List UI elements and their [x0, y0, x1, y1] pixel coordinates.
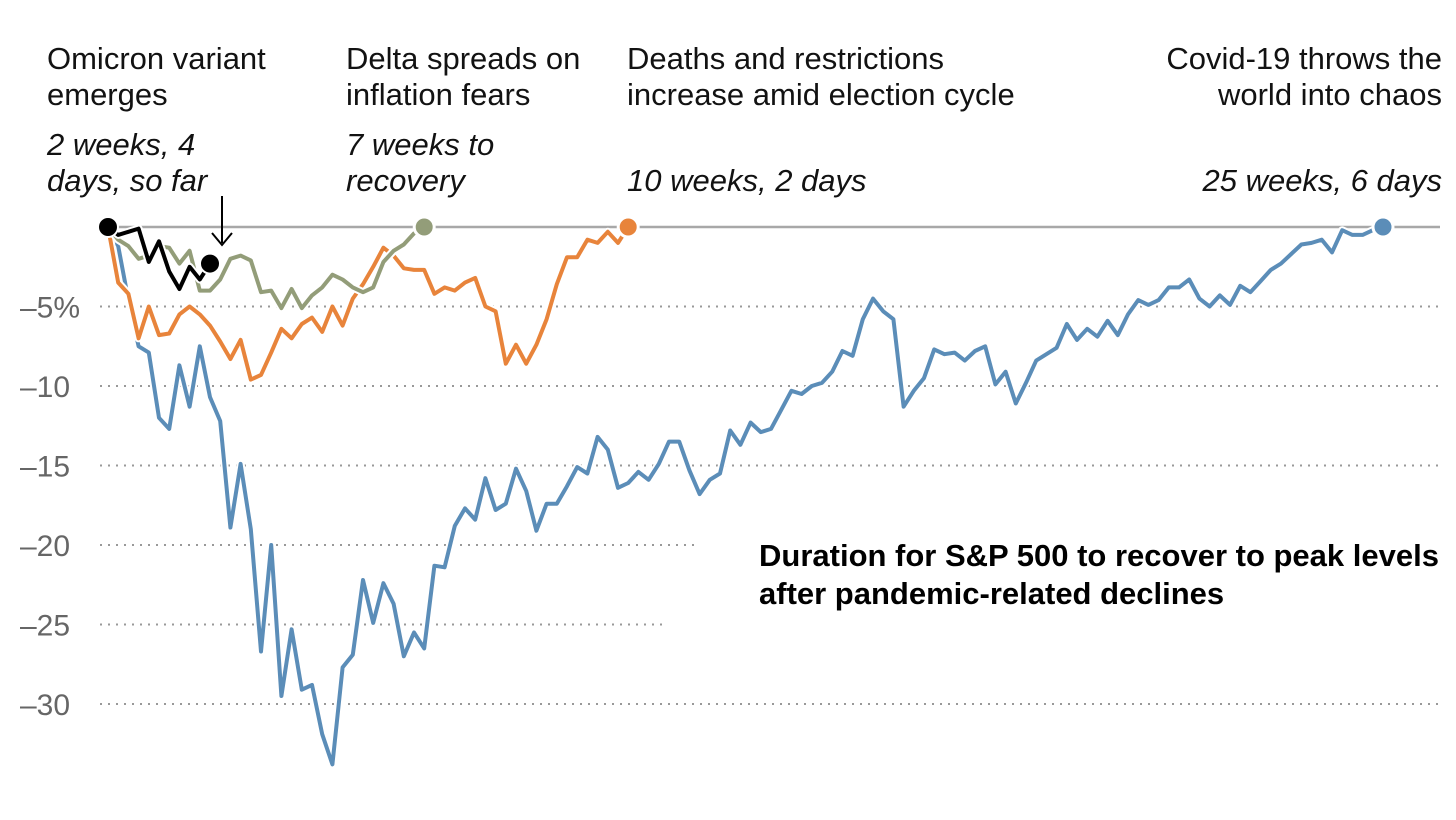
annotation-covid-heading: Covid-19 throws the world into chaos — [1166, 41, 1442, 112]
series-lines — [104, 223, 1385, 769]
series-end-marker-omicron — [199, 252, 221, 275]
annotation-election: Deaths and restrictions increase amid el… — [627, 41, 1057, 199]
annotation-delta: Delta spreads on inflation fears 7 weeks… — [346, 41, 606, 199]
annotation-covid-duration: 25 weeks, 6 days — [1202, 163, 1442, 198]
y-tick-label: –5% — [20, 292, 80, 325]
annotation-delta-heading: Delta spreads on inflation fears — [346, 41, 581, 112]
annotation-omicron-duration: 2 weeks, 4 days, so far — [47, 127, 208, 198]
series-end-marker-delta — [412, 215, 436, 239]
so-far-arrow-icon — [211, 196, 233, 247]
series-end-marker-election — [616, 215, 640, 239]
series-line-election — [106, 225, 631, 382]
series-start-marker — [97, 216, 119, 238]
y-tick-label: –10 — [20, 371, 70, 404]
y-axis-ticks: –5% –10 –15 –20 –25 –30 — [20, 292, 80, 723]
chart-title: Duration for S&P 500 to recover to peak … — [759, 538, 1439, 611]
annotation-omicron: Omicron variant emerges 2 weeks, 4 days,… — [47, 41, 307, 199]
series-end-marker-covid — [1371, 215, 1395, 239]
y-tick-label: –15 — [20, 451, 70, 484]
grid-lines — [100, 225, 1440, 705]
series-line-omicron — [106, 225, 212, 291]
y-tick-label: –30 — [20, 689, 70, 722]
y-tick-label: –25 — [20, 610, 70, 643]
annotation-election-duration: 10 weeks, 2 days — [627, 163, 867, 198]
annotation-covid: Covid-19 throws the world into chaos 25 … — [1127, 41, 1442, 199]
annotation-election-heading: Deaths and restrictions increase amid el… — [627, 41, 1015, 112]
annotation-delta-duration: 7 weeks to recovery — [346, 127, 495, 198]
series-line-covid — [106, 225, 1385, 767]
annotation-omicron-heading: Omicron variant emerges — [47, 41, 266, 112]
y-tick-label: –20 — [20, 530, 70, 563]
series-markers — [97, 215, 1395, 275]
